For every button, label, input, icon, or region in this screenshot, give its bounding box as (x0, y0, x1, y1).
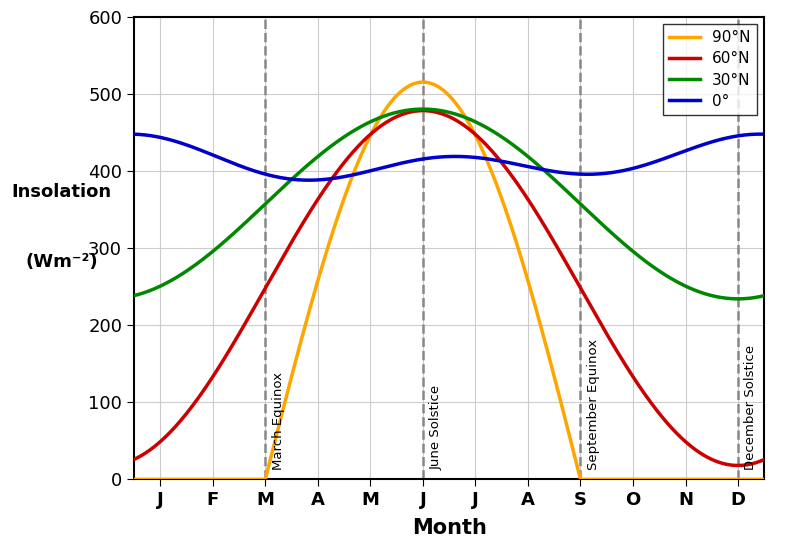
60°N (407, 109, 416, 115)
0° (129, 131, 139, 138)
Text: December Solstice: December Solstice (745, 345, 757, 470)
0° (622, 166, 631, 173)
Text: Insolation: Insolation (11, 183, 112, 202)
Line: 60°N: 60°N (134, 111, 764, 466)
30°N (622, 242, 631, 249)
30°N (633, 252, 642, 258)
Text: June Solstice: June Solstice (429, 385, 442, 470)
90°N (622, 476, 631, 483)
60°N (622, 363, 631, 369)
30°N (563, 188, 572, 195)
90°N (194, 476, 203, 483)
0° (563, 170, 572, 176)
60°N (194, 395, 203, 401)
60°N (633, 380, 642, 387)
Legend: 90°N, 60°N, 30°N, 0°: 90°N, 60°N, 30°N, 0° (663, 24, 756, 115)
60°N (129, 456, 139, 463)
60°N (733, 462, 742, 469)
Text: March Equinox: March Equinox (272, 372, 284, 470)
30°N (760, 293, 769, 299)
X-axis label: Month: Month (411, 517, 487, 538)
0° (304, 177, 314, 183)
Line: 30°N: 30°N (134, 109, 764, 299)
90°N (633, 476, 642, 483)
Text: September Equinox: September Equinox (587, 339, 600, 470)
Text: (Wm⁻²): (Wm⁻²) (25, 253, 98, 271)
30°N (129, 293, 139, 299)
30°N (418, 106, 428, 112)
0° (755, 131, 764, 137)
90°N (563, 425, 572, 431)
Line: 90°N: 90°N (134, 82, 764, 479)
60°N (385, 117, 394, 124)
0° (407, 158, 417, 164)
0° (194, 146, 203, 153)
90°N (760, 476, 769, 483)
0° (633, 164, 642, 170)
30°N (385, 111, 394, 118)
60°N (563, 262, 572, 268)
90°N (407, 82, 416, 88)
0° (385, 163, 394, 169)
90°N (129, 476, 139, 483)
30°N (733, 295, 742, 302)
60°N (760, 456, 769, 463)
90°N (418, 79, 428, 85)
Line: 0°: 0° (134, 134, 764, 180)
0° (760, 131, 769, 138)
60°N (418, 107, 428, 114)
30°N (407, 106, 416, 113)
90°N (385, 101, 394, 108)
30°N (194, 260, 203, 266)
